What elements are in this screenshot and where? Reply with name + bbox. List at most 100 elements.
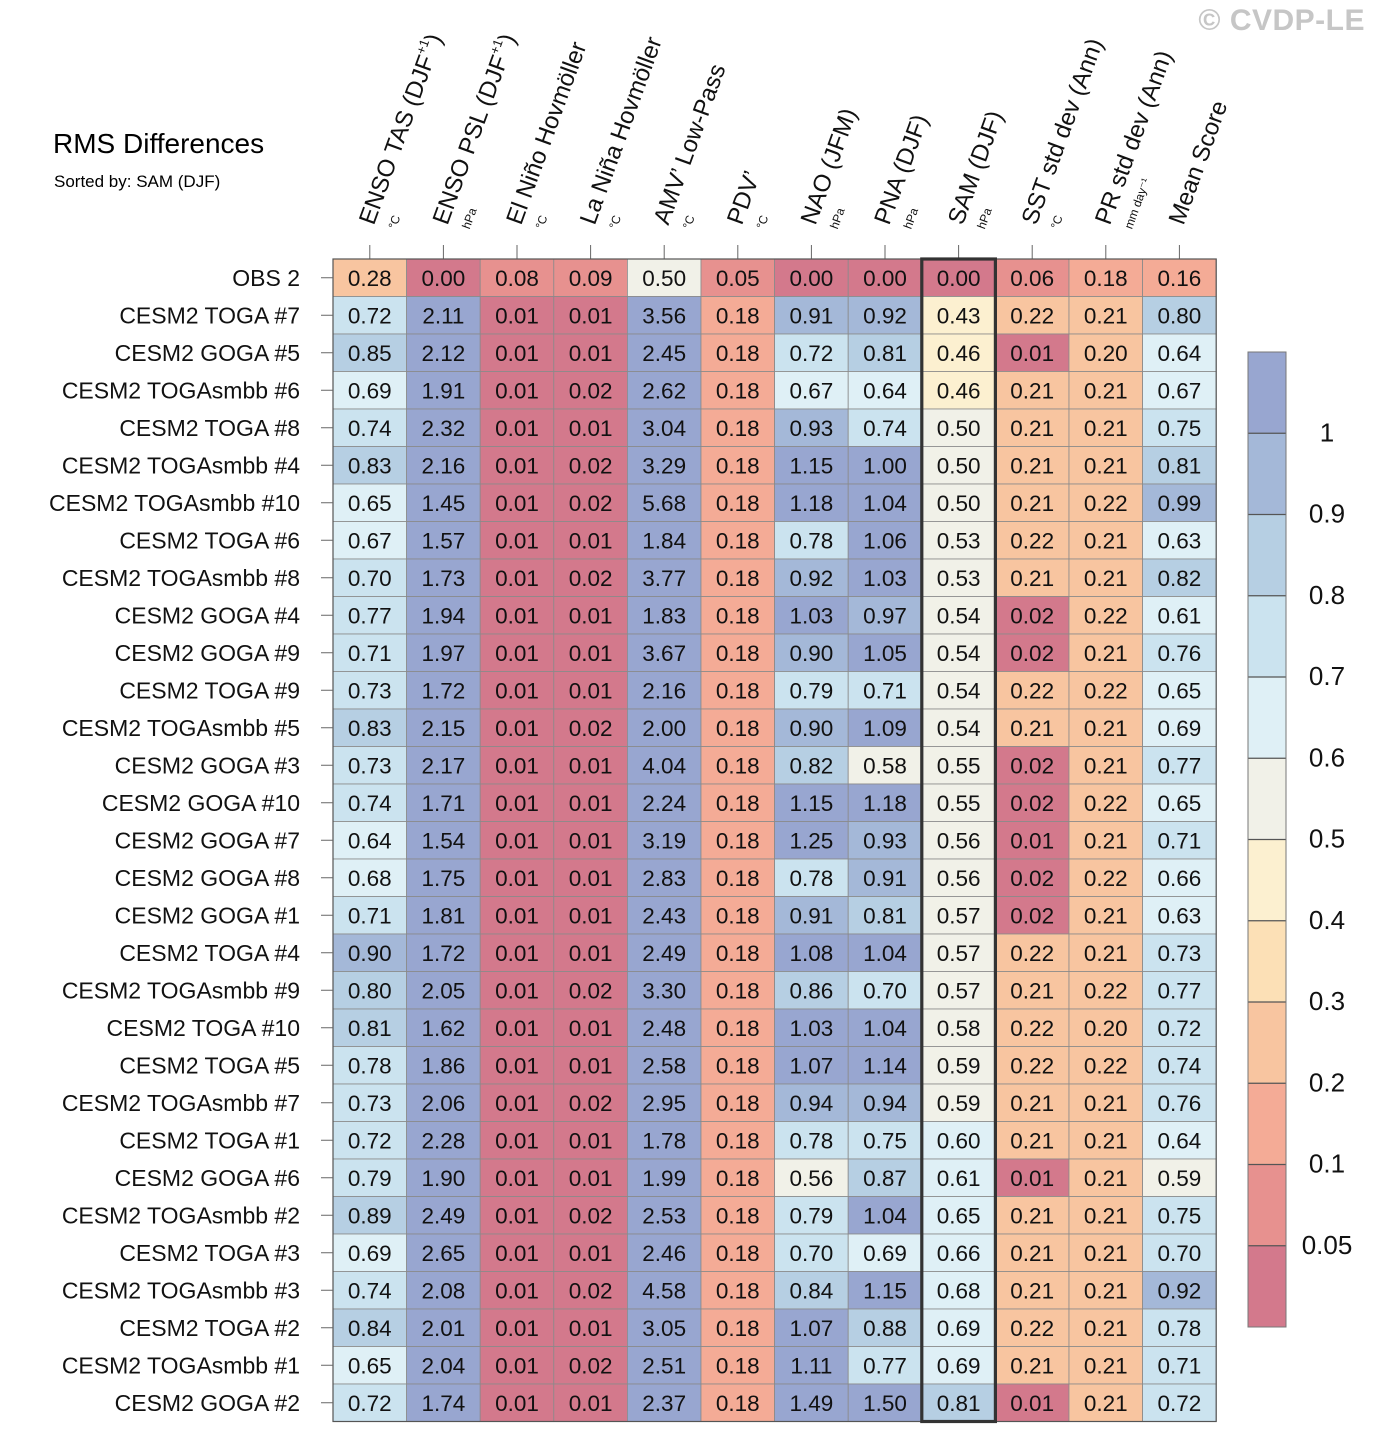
- heatmap-cell: [995, 1083, 1070, 1122]
- cell-value: 0.02: [569, 978, 613, 1003]
- cell-value: 4.58: [642, 1278, 686, 1303]
- colorbar-label: 0.2: [1309, 1067, 1345, 1097]
- cell-value: 0.90: [348, 941, 392, 966]
- cell-value: 0.02: [569, 491, 613, 516]
- cell-value: 1.04: [863, 1016, 907, 1041]
- heatmap-cell: [479, 1083, 555, 1122]
- cell-value: 0.02: [569, 453, 613, 478]
- cell-value: 0.43: [937, 303, 981, 328]
- heatmap-cell: [1142, 746, 1217, 785]
- cell-value: 1.49: [790, 1391, 834, 1416]
- row-label: CESM2 GOGA #9: [115, 640, 300, 666]
- cell-value: 0.64: [348, 828, 392, 853]
- cell-value: 0.18: [716, 1241, 760, 1266]
- heatmap-cell: [921, 558, 996, 597]
- heatmap-cell: [847, 1308, 923, 1347]
- heatmap-cell: [479, 371, 555, 410]
- row-label: CESM2 TOGA #10: [107, 1015, 300, 1041]
- cell-value: 0.73: [348, 678, 392, 703]
- heatmap-cell: [847, 258, 923, 297]
- heatmap-cell: [1142, 671, 1217, 710]
- cell-value: 0.56: [937, 828, 981, 853]
- heatmap-cell: [1142, 896, 1217, 935]
- row-labels: OBS 2 CESM2 TOGA #7 CESM2 GOGA #5 CESM2 TOG…: [49, 265, 333, 1416]
- column-title: PNA (DJF): [869, 111, 934, 228]
- cell-value: 0.58: [937, 1016, 981, 1041]
- row-label: CESM2 GOGA #1: [115, 902, 300, 928]
- cell-value: 0.01: [569, 1053, 613, 1078]
- heatmap-cell: [479, 1271, 555, 1310]
- heatmap-cell: [406, 1308, 481, 1347]
- cell-value: 0.50: [937, 453, 981, 478]
- cell-value: 1.03: [863, 566, 907, 591]
- heatmap-cell: [332, 1383, 407, 1422]
- heatmap-cell: [553, 746, 628, 785]
- cell-value: 0.50: [642, 266, 686, 291]
- cell-value: 0.18: [716, 303, 760, 328]
- cell-value: 0.91: [790, 303, 834, 328]
- cell-value: 0.21: [1084, 528, 1128, 553]
- cell-value: 1.04: [863, 1203, 907, 1228]
- heatmap-cell: [479, 1383, 555, 1422]
- heatmap-cell: [553, 258, 628, 297]
- heatmap-cell: [847, 896, 923, 935]
- heatmap-cell: [921, 783, 996, 822]
- heatmap-cell: [700, 783, 775, 822]
- heatmap-cell: [921, 1383, 996, 1422]
- heatmap-cell: [700, 446, 775, 485]
- cell-value: 0.74: [348, 416, 392, 441]
- column-headers: ENSO TAS (DJF+1)°C ENSO PSL (DJF+1)hPa El …: [354, 30, 1233, 259]
- column-unit: °C: [1048, 213, 1066, 231]
- cell-value: 0.01: [495, 453, 539, 478]
- cell-value: 0.82: [1158, 566, 1202, 591]
- heatmap-cell: [995, 1008, 1070, 1047]
- cell-value: 0.64: [1158, 341, 1202, 366]
- heatmap-cell: [479, 521, 555, 560]
- cell-value: 0.22: [1084, 978, 1128, 1003]
- column-unit: °C: [754, 213, 772, 231]
- heatmap-cell: [627, 446, 702, 485]
- heatmap-cell: [1142, 446, 1217, 485]
- heatmap-cell: [479, 858, 555, 897]
- heatmap-cell: [332, 821, 407, 860]
- cell-value: 0.01: [569, 1241, 613, 1266]
- heatmap-cell: [774, 596, 849, 635]
- colorbar-segment: [1248, 595, 1286, 677]
- heatmap-cell: [553, 1233, 628, 1272]
- heatmap-cell: [774, 933, 849, 972]
- heatmap-cell: [700, 708, 775, 747]
- cell-value: 0.01: [569, 416, 613, 441]
- cell-value: 2.04: [422, 1353, 466, 1378]
- heatmap-cell: [627, 633, 702, 672]
- row-label: CESM2 TOGAsmbb #8: [62, 565, 300, 591]
- cell-value: 0.16: [1158, 266, 1202, 291]
- cell-value: 0.21: [1084, 1316, 1128, 1341]
- heatmap-cell: [847, 1046, 923, 1085]
- heatmap-cell: [774, 371, 849, 410]
- chart-title: RMS Differences: [53, 128, 265, 159]
- heatmap-cell: [406, 1158, 481, 1197]
- heatmap-cell: [627, 408, 702, 447]
- heatmap-cell: [1068, 1271, 1143, 1310]
- colorbar-label: 0.1: [1309, 1149, 1345, 1179]
- cell-value: 0.01: [495, 1016, 539, 1041]
- heatmap-cell: [1142, 1346, 1217, 1385]
- row-label: CESM2 TOGAsmbb #1: [62, 1352, 300, 1378]
- heatmap-cell: [847, 596, 923, 635]
- column-title: El Niño Hovmöller: [501, 38, 592, 228]
- cell-value: 0.71: [1158, 828, 1202, 853]
- cell-value: 0.70: [790, 1241, 834, 1266]
- cell-value: 0.02: [1010, 791, 1054, 816]
- cell-value: 0.22: [1084, 678, 1128, 703]
- cell-value: 0.01: [569, 753, 613, 778]
- cell-value: 0.56: [790, 1166, 834, 1191]
- colorbar-label: 0.6: [1309, 742, 1345, 772]
- cell-value: 0.22: [1084, 491, 1128, 516]
- cell-value: 1.08: [790, 941, 834, 966]
- heatmap-cell: [700, 1196, 775, 1235]
- heatmap-cell: [406, 521, 481, 560]
- heatmap-cell: [1142, 1008, 1217, 1047]
- cell-value: 0.74: [1158, 1053, 1202, 1078]
- heatmap-cell: [553, 1308, 628, 1347]
